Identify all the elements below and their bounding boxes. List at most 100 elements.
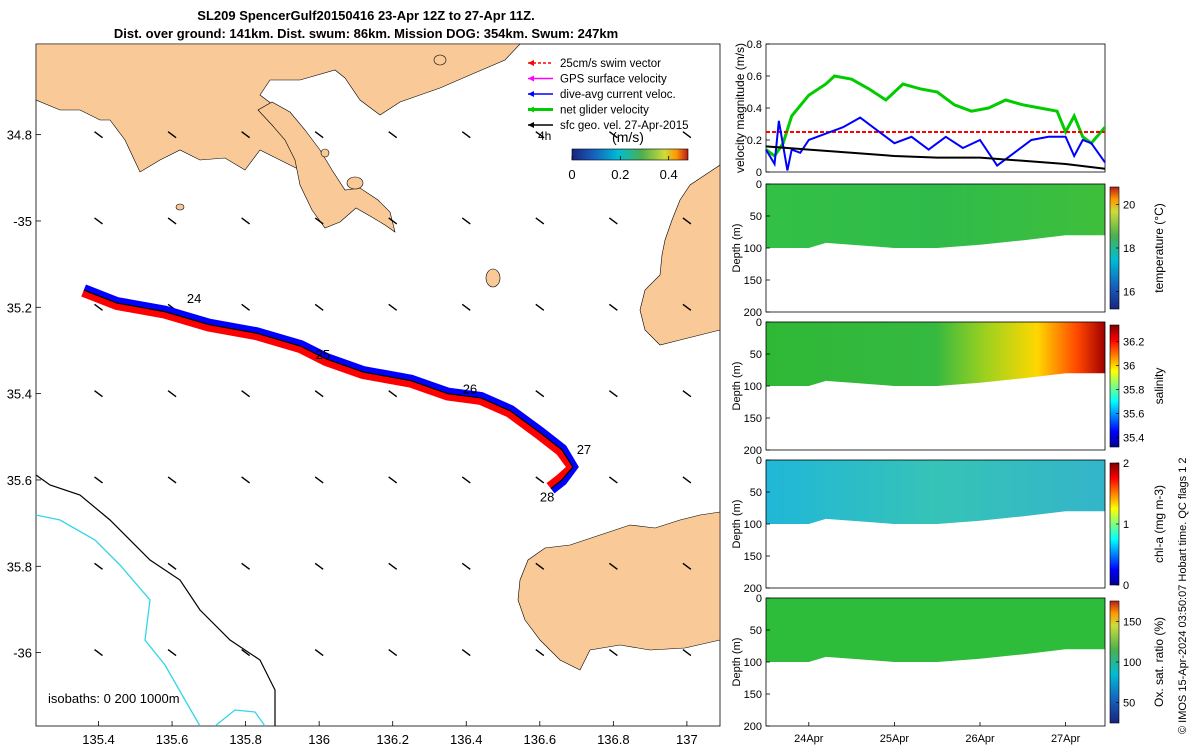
figure-title-line1: SL209 SpencerGulf20150416 23-Apr 12Z to …	[197, 8, 535, 23]
current-vector	[461, 476, 471, 484]
track-day-labels: 24 25 26 27 28	[187, 291, 591, 505]
current-vector	[388, 562, 398, 570]
current-vector	[535, 476, 545, 484]
section-ylabel: Depth (m)	[731, 362, 743, 411]
velocity-series	[765, 74, 1107, 171]
map-ytick-label: -36	[13, 646, 32, 661]
section-colorbar-label: temperature (°C)	[1152, 203, 1166, 293]
island	[433, 54, 447, 66]
speed-colorbar: 4h (m/s) 0 0.2 0.4	[538, 129, 689, 182]
section-ytick-label: 100	[744, 243, 762, 255]
section-xtick-label: 25Apr	[880, 733, 910, 745]
legend-label: GPS surface velocity	[560, 74, 667, 86]
current-vector	[535, 303, 545, 311]
land-yorke-peninsula	[639, 164, 720, 346]
section-xtick-label: 27Apr	[1051, 733, 1081, 745]
map-xtick-label: 136.6	[524, 732, 557, 747]
section-ytick-label: 100	[744, 519, 762, 531]
land-kangaroo-island	[517, 511, 720, 671]
section-ytick-label: 50	[750, 211, 762, 223]
legend-label: net glider velocity	[560, 105, 649, 117]
legend-arrowhead	[528, 122, 534, 128]
track-day-label: 26	[463, 382, 477, 397]
section-ytick-label: 100	[744, 657, 762, 669]
track-day-label: 27	[577, 442, 591, 457]
colorbar-unit-label: (m/s)	[612, 129, 644, 145]
section-data-field	[766, 460, 1105, 524]
section-ylabel: Depth (m)	[731, 224, 743, 273]
island	[175, 203, 185, 211]
section-panel-chla: 0 50 100 150 200 Depth (m) 0 1 2 chl-a (mg m-3)	[731, 455, 1166, 595]
section-ytick-label: 150	[744, 413, 762, 425]
isobath-legend: isobaths: 0 200 1000m	[48, 691, 180, 706]
map-ytick-label: -35	[13, 214, 32, 229]
current-vector	[682, 390, 692, 398]
current-vector	[241, 303, 251, 311]
current-vector	[241, 649, 251, 657]
current-vector	[388, 303, 398, 311]
current-vector	[167, 131, 177, 139]
velocity-ytick-label: 0.2	[747, 135, 762, 147]
current-vector	[388, 649, 398, 657]
section-ytick-label: 50	[750, 349, 762, 361]
current-vector	[167, 390, 177, 398]
map-ytick-label: 35.4	[7, 387, 32, 402]
current-vector	[94, 131, 103, 139]
section-ctick-label: 0	[1123, 580, 1129, 592]
section-ytick-label: 200	[744, 307, 762, 319]
colorbar-tick-label: 0.4	[660, 167, 678, 182]
legend-label: 25cm/s swim vector	[560, 58, 661, 70]
current-vector	[461, 131, 471, 139]
velocity-series-line	[765, 145, 1106, 170]
section-ctick-label: 2	[1123, 458, 1129, 470]
section-ytick-label: 50	[750, 487, 762, 499]
velocity-ytick-label: 0.6	[747, 71, 762, 83]
track-day-label: 25	[316, 347, 330, 362]
colorbar-gradient	[571, 148, 689, 161]
section-data-field	[766, 322, 1105, 386]
map-xtick-label: 137	[676, 732, 698, 747]
land-southern-eyre	[257, 101, 396, 233]
current-vector	[167, 649, 177, 657]
section-ytick-label: 50	[750, 625, 762, 637]
current-vector	[461, 303, 471, 311]
isobath-200m	[36, 474, 276, 726]
section-ytick-label: 100	[744, 381, 762, 393]
section-ctick-label: 18	[1123, 243, 1135, 255]
colorbar-ticks: 0 0.2 0.4	[568, 156, 678, 182]
section-ctick-label: 1	[1123, 519, 1129, 531]
section-ytick-label: 0	[756, 593, 762, 605]
section-panel-temperature: 0 50 100 150 200 Depth (m) 16 18 20 temperature (…	[731, 179, 1166, 319]
current-vector	[94, 562, 103, 570]
current-vector-field	[94, 131, 692, 657]
map-xtick-label: 136.8	[597, 732, 630, 747]
current-vector	[314, 303, 324, 311]
current-vector	[535, 649, 545, 657]
legend-arrowhead	[528, 75, 534, 82]
section-ctick-label: 35.8	[1123, 385, 1144, 397]
section-ctick-label: 150	[1123, 616, 1141, 628]
section-ctick-label: 50	[1123, 698, 1135, 710]
current-vector	[682, 476, 692, 484]
section-ytick-label: 150	[744, 275, 762, 287]
map-ytick-label: 34.8	[7, 128, 32, 143]
current-vector	[461, 649, 471, 657]
map-ytick-label: 35.6	[7, 473, 32, 488]
current-vector	[167, 562, 177, 570]
current-vector	[241, 131, 251, 139]
current-vector	[682, 217, 692, 225]
section-data-field	[766, 184, 1105, 248]
section-ytick-label: 150	[744, 689, 762, 701]
current-vector	[94, 476, 103, 484]
section-ytick-label: 0	[756, 317, 762, 329]
current-vector	[94, 303, 103, 311]
legend-arrowhead	[528, 60, 534, 66]
current-vector	[682, 131, 692, 139]
current-vector	[314, 390, 324, 398]
map-xtick-label: 135.4	[82, 732, 115, 747]
current-vector	[241, 562, 251, 570]
current-vector	[241, 217, 251, 225]
current-vector	[167, 476, 177, 484]
